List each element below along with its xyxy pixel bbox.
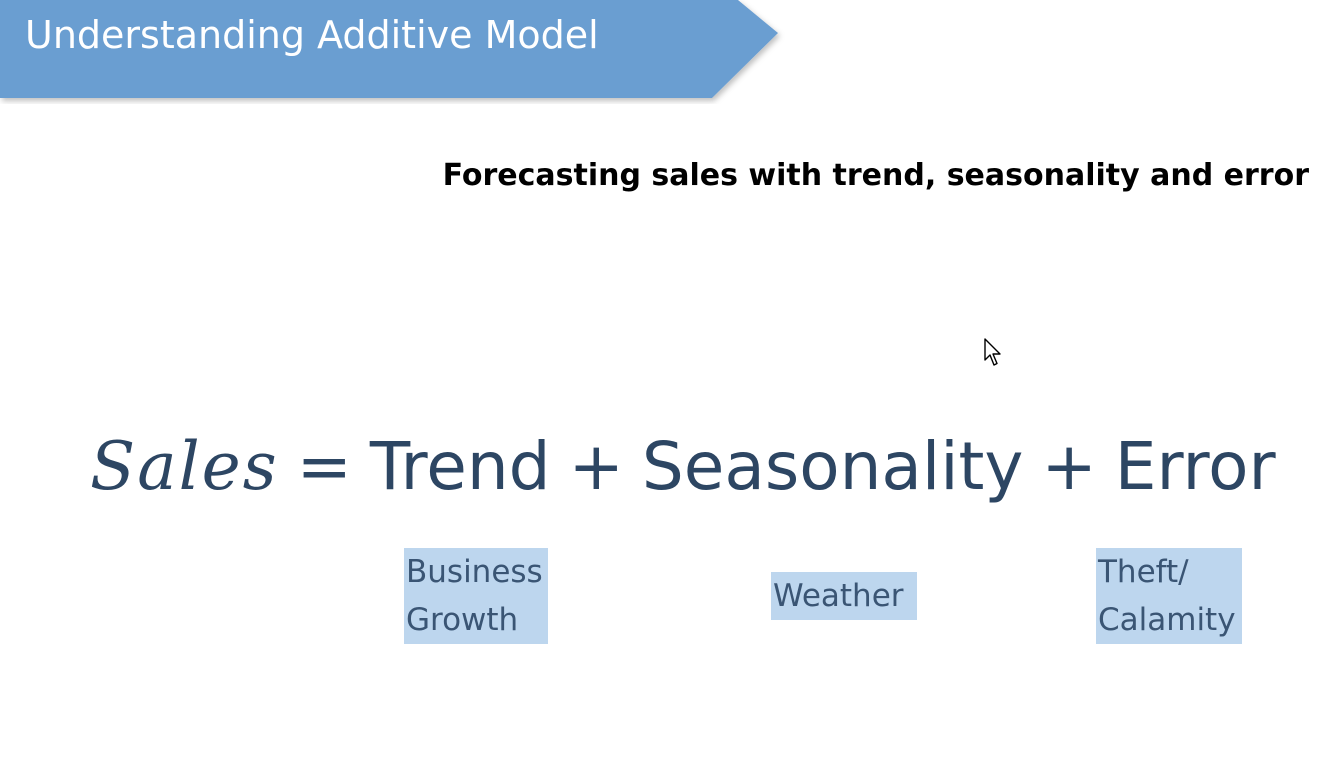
banner-arrow-shape [0, 0, 778, 98]
plus-sign: + [568, 428, 624, 505]
plus-sign: + [1041, 428, 1097, 505]
title-banner: Understanding Additive Model [0, 0, 790, 104]
slide-title: Understanding Additive Model [25, 13, 599, 57]
additive-model-equation: Sales = Trend + Seasonality + Error [90, 422, 1276, 512]
label-line: Calamity [1098, 602, 1236, 638]
label-line: Growth [406, 602, 519, 638]
equation-lhs-sales: Sales [90, 428, 279, 505]
label-theft-calamity: Theft/ Calamity [1096, 548, 1242, 644]
equation-term-trend: Trend [369, 428, 551, 505]
label-line: Theft/ [1098, 554, 1189, 590]
equation-term-seasonality: Seasonality [641, 428, 1024, 505]
label-weather: Weather [771, 572, 917, 620]
equation-term-error: Error [1114, 428, 1276, 505]
label-line: Business [406, 554, 543, 590]
mouse-pointer-icon [984, 338, 1004, 372]
slide-subtitle: Forecasting sales with trend, seasonalit… [442, 158, 1309, 193]
label-line: Weather [773, 578, 904, 614]
label-business-growth: Business Growth [404, 548, 548, 644]
equals-sign: = [296, 428, 352, 505]
